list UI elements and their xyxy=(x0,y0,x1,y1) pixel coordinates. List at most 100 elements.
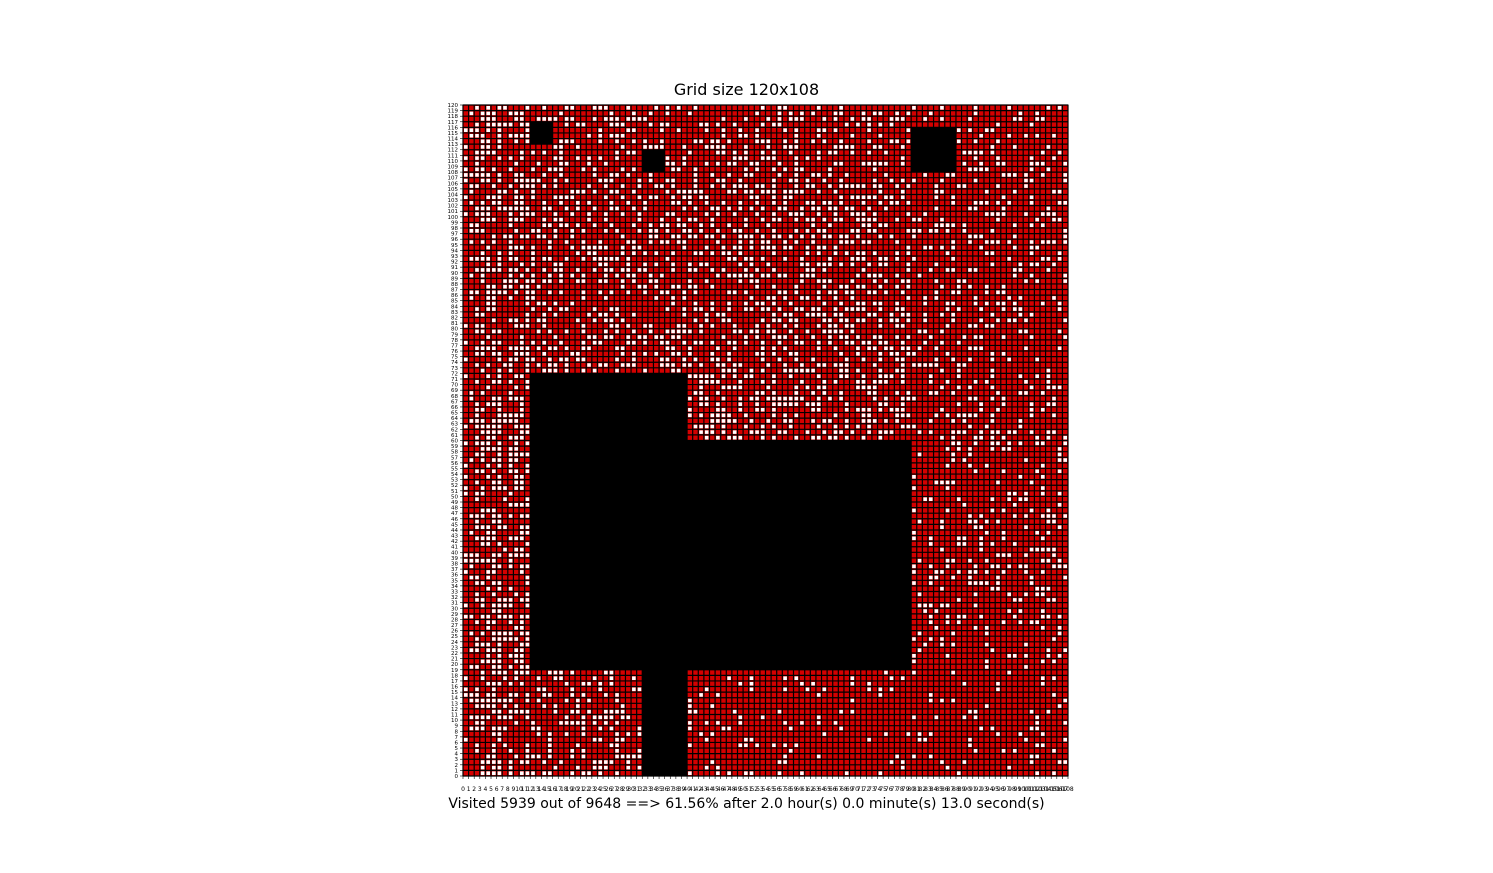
x-tick-label: 17 xyxy=(554,786,562,793)
x-tick-label: 78 xyxy=(896,786,904,793)
x-tick-label: 97 xyxy=(1003,786,1011,793)
x-tick-label: 99 xyxy=(1014,786,1022,793)
y-tick-label: 77 xyxy=(451,343,458,349)
x-tick-label: 87 xyxy=(947,786,955,793)
x-tick-label: 3 xyxy=(478,786,482,793)
x-axis: 0 1 2 3 4 5 6 7 8 9 101112131415161718192021222324… xyxy=(461,776,1074,793)
x-tick-label: 29 xyxy=(622,786,630,793)
y-tick-label: 71 xyxy=(451,377,458,383)
obstacle-regions xyxy=(530,121,956,776)
y-tick-label: 34 xyxy=(451,584,458,590)
x-tick-label: 33 xyxy=(644,786,652,793)
y-tick-label: 85 xyxy=(451,299,458,305)
x-tick-label: 23 xyxy=(588,786,596,793)
y-tick-label: 27 xyxy=(451,623,458,629)
x-tick-label: 53 xyxy=(756,786,764,793)
y-tick-label: 88 xyxy=(451,282,458,288)
y-tick-label: 80 xyxy=(451,327,458,333)
y-tick-label: 70 xyxy=(451,383,458,389)
x-tick-label: 30 xyxy=(627,786,635,793)
x-tick-label: 13 xyxy=(532,786,540,793)
y-tick-label: 26 xyxy=(451,629,458,635)
y-tick-label: 23 xyxy=(451,645,458,651)
x-tick-label: 37 xyxy=(666,786,674,793)
y-tick-label: 60 xyxy=(451,439,458,445)
y-tick-label: 101 xyxy=(448,209,459,215)
x-tick-label: 93 xyxy=(980,786,988,793)
y-tick-label: 19 xyxy=(451,668,458,674)
x-tick-label: 84 xyxy=(930,786,938,793)
x-tick-label: 39 xyxy=(678,786,686,793)
x-tick-label: 59 xyxy=(790,786,798,793)
x-tick-label: 100 xyxy=(1017,786,1029,793)
x-tick-label: 63 xyxy=(812,786,820,793)
y-tick-label: 49 xyxy=(451,500,458,506)
obstacle-2 xyxy=(642,669,688,776)
y-tick-label: 115 xyxy=(448,131,459,137)
y-tick-label: 111 xyxy=(448,153,459,159)
y-tick-label: 3 xyxy=(455,757,459,763)
x-tick-label: 40 xyxy=(683,786,691,793)
y-tick-label: 78 xyxy=(451,338,458,344)
x-tick-label: 32 xyxy=(638,786,646,793)
x-tick-label: 24 xyxy=(594,786,602,793)
y-tick-label: 90 xyxy=(451,271,458,277)
y-tick-label: 98 xyxy=(451,226,458,232)
x-tick-label: 98 xyxy=(1008,786,1016,793)
x-tick-label: 101 xyxy=(1023,786,1035,793)
y-tick-label: 22 xyxy=(451,651,458,657)
y-tick-label: 2 xyxy=(455,763,459,769)
y-tick-label: 74 xyxy=(451,360,458,366)
y-tick-label: 99 xyxy=(451,220,458,226)
y-tick-label: 65 xyxy=(451,411,458,417)
x-tick-label: 95 xyxy=(991,786,999,793)
x-tick-label: 8 xyxy=(506,786,510,793)
x-tick-label: 18 xyxy=(560,786,568,793)
x-tick-label: 86 xyxy=(941,786,949,793)
y-tick-label: 93 xyxy=(451,254,458,260)
x-tick-label: 36 xyxy=(661,786,669,793)
x-tick-label: 35 xyxy=(655,786,663,793)
y-tick-label: 62 xyxy=(451,427,458,433)
y-tick-label: 45 xyxy=(451,522,458,528)
y-tick-label: 104 xyxy=(448,192,459,198)
x-tick-label: 81 xyxy=(913,786,921,793)
x-tick-label: 54 xyxy=(762,786,770,793)
x-tick-label: 88 xyxy=(952,786,960,793)
y-tick-label: 110 xyxy=(448,159,459,165)
y-tick-label: 10 xyxy=(451,718,458,724)
x-tick-label: 108 xyxy=(1062,786,1074,793)
y-tick-label: 100 xyxy=(448,215,459,221)
x-tick-label: 22 xyxy=(582,786,590,793)
x-tick-label: 2 xyxy=(472,786,476,793)
x-tick-label: 48 xyxy=(728,786,736,793)
x-axis-label: Visited 5939 out of 9648 ==> 61.56% afte… xyxy=(448,796,1045,812)
y-tick-label: 83 xyxy=(451,310,458,316)
x-tick-label: 60 xyxy=(795,786,803,793)
x-tick-label: 56 xyxy=(773,786,781,793)
chart-title: Grid size 120x108 xyxy=(673,80,820,99)
y-tick-label: 67 xyxy=(451,399,458,405)
x-tick-label: 73 xyxy=(868,786,876,793)
y-tick-label: 75 xyxy=(451,355,458,361)
y-tick-label: 64 xyxy=(451,416,458,422)
obstacle-3 xyxy=(911,127,956,173)
y-tick-label: 11 xyxy=(451,712,458,718)
y-tick-label: 107 xyxy=(448,176,459,182)
x-tick-label: 57 xyxy=(778,786,786,793)
x-tick-label: 26 xyxy=(605,786,613,793)
x-tick-label: 77 xyxy=(891,786,899,793)
y-tick-label: 16 xyxy=(451,685,458,691)
y-tick-label: 116 xyxy=(448,125,459,131)
y-tick-label: 95 xyxy=(451,243,458,249)
y-tick-label: 66 xyxy=(451,405,458,411)
y-tick-label: 86 xyxy=(451,293,458,299)
y-tick-label: 91 xyxy=(451,265,458,271)
x-tick-label: 44 xyxy=(706,786,714,793)
y-tick-label: 76 xyxy=(451,349,458,355)
y-tick-label: 103 xyxy=(448,198,459,204)
x-tick-label: 79 xyxy=(902,786,910,793)
y-tick-label: 46 xyxy=(451,517,458,523)
x-tick-label: 28 xyxy=(616,786,624,793)
y-tick-label: 58 xyxy=(451,450,458,456)
